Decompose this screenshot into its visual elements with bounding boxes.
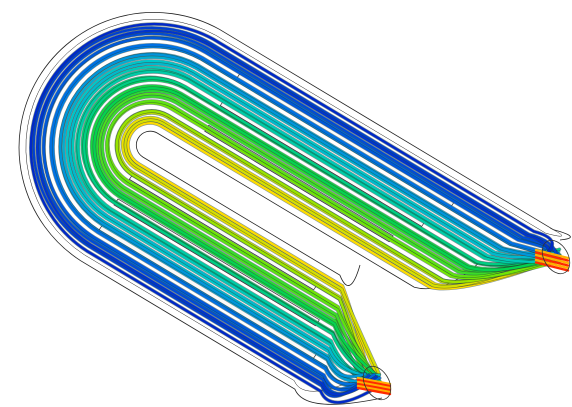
page: (() => { const NS = 'http://www.w3.org/2…	[0, 0, 572, 407]
streamline-render	[0, 0, 572, 407]
